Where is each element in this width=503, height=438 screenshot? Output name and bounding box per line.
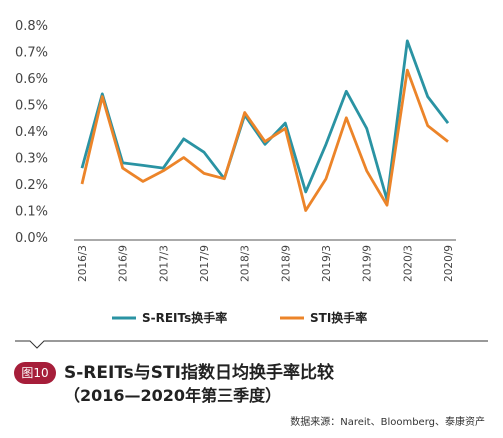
x-tick-label: 2016/3 [77,245,89,282]
y-tick-label: 0.1% [15,205,48,220]
figure-subtitle: （2016—2020年第三季度） [64,386,282,405]
caption-divider [15,340,488,349]
y-tick-label: 0.3% [15,152,48,167]
y-tick-label: 0.4% [15,125,48,140]
y-axis-ticks: 0.0% 0.1% 0.2% 0.3% 0.4% 0.5% 0.6% 0.7% 0.8% [15,19,48,246]
y-tick-label: 0.2% [15,178,48,193]
figure-badge: 图10 [14,362,56,384]
x-tick-label: 2017/9 [199,245,211,282]
x-tick-label: 2019/3 [321,245,333,282]
x-tick-label: 2018/9 [280,245,292,282]
y-tick-label: 0.8% [15,19,48,34]
series-line-1 [80,68,449,212]
x-tick-label: 2016/9 [118,245,130,282]
y-tick-label: 0.7% [15,46,48,61]
y-tick-label: 0.5% [15,99,48,114]
line-chart: 0.0% 0.1% 0.2% 0.3% 0.4% 0.5% 0.6% 0.7% 0.8% 201… [15,19,488,349]
y-tick-label: 0.0% [15,231,48,246]
data-source: 数据来源：Nareit、Bloomberg、泰康资产 [290,417,485,428]
x-tick-label: 2020/3 [402,245,414,282]
figure-title: S-REITs与STI指数日均换手率比较 [64,363,334,383]
series-lines [80,39,450,212]
x-tick-label: 2019/9 [362,245,374,282]
y-tick-label: 0.6% [15,72,48,87]
legend-label-0: S-REITs换手率 [142,310,227,325]
legend: S-REITs换手率 STI换手率 [112,310,367,325]
legend-label-1: STI换手率 [310,310,367,325]
x-tick-label: 2018/3 [240,245,252,282]
x-tick-label: 2020/9 [443,245,455,282]
x-tick-label: 2017/3 [158,245,170,282]
x-axis-ticks: 2016/3 2016/9 2017/3 2017/9 2018/3 2018/9 2019… [77,245,455,282]
